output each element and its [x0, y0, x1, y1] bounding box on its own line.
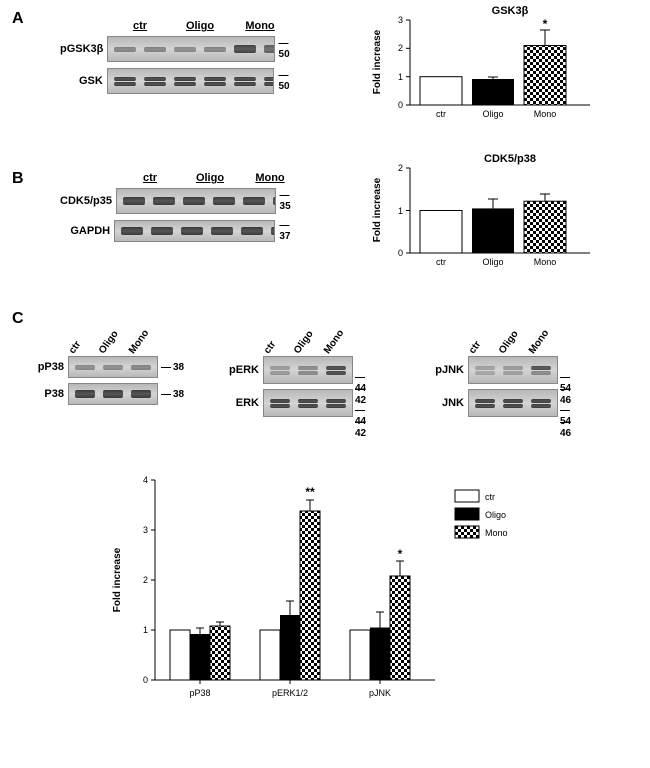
blot-pgsk-image	[107, 36, 274, 62]
chart-title-b: CDK5/p38	[484, 153, 536, 165]
svg-text:2: 2	[398, 43, 403, 53]
chart-title-a: GSK3β	[492, 5, 529, 17]
bar	[280, 615, 300, 680]
blot-erk: ctr Oligo Mono pERK 44 42 ERK	[225, 328, 415, 417]
panel-b-blot: ctr Oligo Mono CDK5/p35 35 GAPDH	[60, 172, 300, 242]
blot-gapdh-image	[114, 220, 275, 242]
svg-text:3: 3	[398, 15, 403, 25]
blot-perk	[263, 356, 353, 384]
panel-c-chart: 0 1 2 3 4 Fold increase pP38 ** pERK1	[100, 460, 580, 740]
bar-mono	[524, 46, 566, 106]
blot-row-cdk5: CDK5/p35 35	[60, 188, 300, 214]
header-ctr: ctr	[110, 20, 170, 32]
row-label-cdk5: CDK5/p35	[60, 195, 116, 207]
blot-header-a: ctr Oligo Mono	[110, 20, 300, 32]
bar-ctr	[420, 77, 462, 105]
svg-text:0: 0	[398, 248, 403, 258]
bar	[350, 630, 370, 680]
blot-row-pgsk: pGSK3β 50	[60, 36, 300, 62]
svg-text:0: 0	[398, 100, 403, 110]
mw-marker: 37	[279, 220, 300, 242]
bar	[210, 626, 230, 680]
svg-text:Mono: Mono	[534, 109, 557, 119]
ylabel-b: Fold increase	[372, 177, 383, 242]
bar	[260, 630, 280, 680]
row-label-gapdh: GAPDH	[60, 225, 114, 237]
mw-marker: 50	[278, 70, 300, 92]
svg-text:4: 4	[143, 475, 148, 485]
sig-star: *	[398, 547, 403, 561]
bar	[170, 630, 190, 680]
svg-text:Oligo: Oligo	[485, 510, 506, 520]
bar	[370, 628, 390, 681]
bar	[300, 511, 320, 680]
blot-row-gapdh: GAPDH 37	[60, 220, 300, 242]
y-ticks-c: 0 1 2 3 4	[143, 475, 155, 685]
blot-row-gsk: GSK 50	[60, 68, 300, 94]
blot-header-b: ctr Oligo Mono	[120, 172, 300, 184]
svg-text:0: 0	[143, 675, 148, 685]
panel-b-chart: CDK5/p38 0 1 2 Fold increase ctr Oligo M…	[360, 150, 620, 280]
panel-c-label: C	[12, 310, 24, 328]
svg-text:Mono: Mono	[485, 528, 508, 538]
svg-text:1: 1	[398, 72, 403, 82]
mw-marker: 50	[279, 38, 300, 60]
sig-star: *	[543, 17, 548, 31]
blot-cdk5-image	[116, 188, 276, 214]
panel-a-label: A	[12, 10, 24, 28]
blot-gsk-image	[107, 68, 275, 94]
svg-text:Oligo: Oligo	[482, 109, 503, 119]
blot-jnk-total	[468, 389, 558, 417]
svg-text:pP38: pP38	[189, 688, 210, 698]
svg-text:2: 2	[398, 163, 403, 173]
svg-text:Mono: Mono	[534, 257, 557, 267]
row-label-gsk: GSK	[60, 75, 107, 87]
bar	[390, 576, 410, 680]
panel-b-label: B	[12, 170, 24, 188]
row-label-pgsk: pGSK3β	[60, 43, 107, 55]
svg-text:pJNK: pJNK	[369, 688, 391, 698]
svg-text:ctr: ctr	[436, 109, 446, 119]
figure-root: A ctr Oligo Mono pGSK3β 50 GSK	[0, 0, 650, 768]
panel-a-chart: GSK3β 0 1 2 3 Fold increase * ctr Oligo …	[360, 2, 620, 132]
bar-mono	[524, 201, 566, 253]
blot-erk-total	[263, 389, 353, 417]
sig-star: **	[305, 485, 315, 499]
blot-pp38	[68, 356, 158, 378]
bar-oligo	[472, 79, 514, 105]
svg-text:Oligo: Oligo	[482, 257, 503, 267]
ylabel-a: Fold increase	[372, 29, 383, 94]
blot-pjnk	[468, 356, 558, 384]
blot-p38	[68, 383, 158, 405]
svg-text:1: 1	[398, 206, 403, 216]
panel-a-blot: ctr Oligo Mono pGSK3β 50 GSK	[60, 20, 300, 94]
svg-text:ctr: ctr	[436, 257, 446, 267]
header-mono: Mono	[230, 20, 290, 32]
svg-text:ctr: ctr	[485, 492, 495, 502]
svg-text:2: 2	[143, 575, 148, 585]
blot-jnk: ctr Oligo Mono pJNK 54 46 JNK	[430, 328, 620, 417]
y-ticks: 0 1 2 3	[398, 15, 410, 110]
blot-p38: ctr Oligo Mono pP38 38 P38 38	[30, 328, 210, 405]
bar-oligo	[472, 208, 514, 253]
legend: ctr Oligo Mono	[455, 490, 508, 538]
bar	[190, 634, 210, 680]
bar-ctr	[420, 211, 462, 254]
svg-text:1: 1	[143, 625, 148, 635]
ylabel-c: Fold increase	[112, 547, 123, 612]
svg-text:pERK1/2: pERK1/2	[272, 688, 308, 698]
header-oligo: Oligo	[170, 20, 230, 32]
svg-text:3: 3	[143, 525, 148, 535]
mw-marker: 35	[280, 190, 300, 212]
